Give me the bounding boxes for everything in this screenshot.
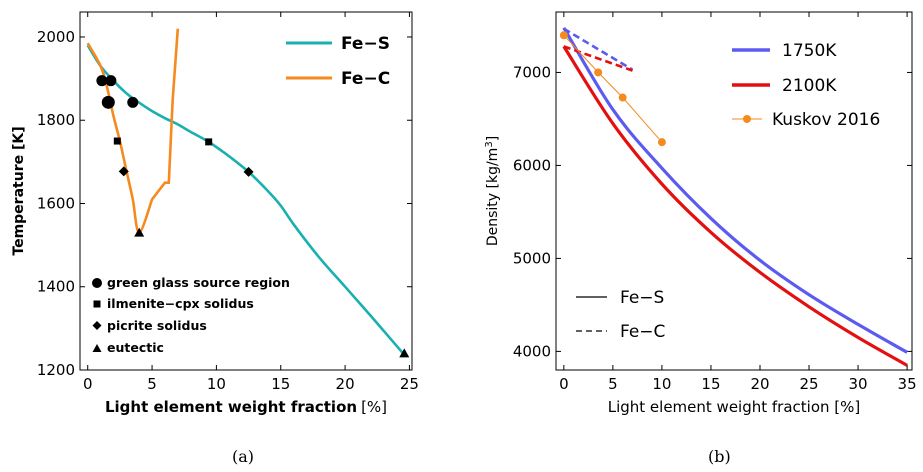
style-legend-b: Fe−S Fe−C	[576, 288, 665, 342]
x-tick-label-b: 30	[849, 375, 868, 393]
marker-picrite	[243, 166, 254, 177]
style-legend-label-fec: Fe−C	[620, 322, 665, 342]
legend-a-label-fes: Fe−S	[341, 34, 390, 54]
marker-kuskov-2016	[618, 93, 627, 102]
y-axis-label-b-main: Density [kg/m	[485, 148, 501, 247]
series-line-kuskov-2016	[563, 34, 663, 143]
legend-b-marker-kuskov	[743, 115, 751, 123]
plot-frame-a	[79, 11, 413, 371]
legend-a-label-fec: Fe−C	[341, 69, 390, 89]
legend-label-eutectic: eutectic	[107, 340, 164, 355]
legend-triangle-marker	[92, 344, 102, 352]
series-line-2100k-fe-c	[563, 45, 633, 72]
x-tick-label-a: 15	[271, 375, 290, 393]
series-line-1750k-fe-c	[563, 27, 634, 71]
series-line-1750k-fe-s	[562, 26, 908, 354]
marker-kuskov-2016	[657, 138, 666, 147]
series-lines-b	[559, 26, 908, 367]
panel-a: 0 5 10 15 20 25 1200 1400 1600 1800 2000 Light ele…	[11, 11, 419, 416]
y-tick-label-b: 5000	[513, 249, 551, 267]
x-tick-label-a: 25	[400, 375, 419, 393]
marker-ilmenite	[113, 137, 121, 145]
y-tick-label-a: 1200	[37, 361, 75, 379]
y-axis-label-b: Density [kg/m3]	[484, 136, 501, 246]
y-tick-label-b: 4000	[513, 342, 551, 360]
y-axis-label-b-sup: 3	[484, 141, 495, 147]
x-tick-label-b: 0	[559, 375, 569, 393]
style-legend-label-fes: Fe−S	[620, 288, 664, 308]
ticks-a: 0 5 10 15 20 25 1200 1400 1600 1800 2000	[37, 12, 419, 393]
legend-b: 1750K 2100K Kuskov 2016	[732, 41, 880, 130]
y-axis-label-a: Temperature [K]	[11, 126, 27, 255]
y-tick-label-b: 7000	[513, 63, 551, 81]
x-tick-label-b: 20	[750, 375, 769, 393]
marker-ilmenite	[205, 138, 213, 146]
x-tick-label-b: 25	[799, 375, 818, 393]
y-axis-label-b-end: ]	[485, 136, 501, 141]
caption-b: (b)	[708, 447, 731, 466]
legend-a: Fe−S Fe−C	[286, 34, 390, 89]
marker-eutectic	[399, 348, 410, 358]
marker-green-glass	[127, 96, 139, 108]
marker-kuskov-2016	[594, 68, 603, 77]
y-tick-label-a: 1800	[37, 111, 75, 129]
x-tick-label-a: 5	[147, 375, 157, 393]
x-tick-label-a: 10	[207, 375, 226, 393]
ticks-b: 0 5 10 15 20 25 30 35 4000 5000 6000 7000	[513, 12, 917, 393]
legend-b-label-kuskov: Kuskov 2016	[772, 110, 880, 130]
legend-label-ilmenite: ilmenite−cpx solidus	[107, 296, 254, 311]
legend-b-label-1750k: 1750K	[782, 41, 837, 61]
x-axis-label-a-unit: [%]	[361, 398, 387, 416]
x-axis-label-b: Light element weight fraction [%]	[608, 398, 861, 416]
legend-b-label-2100k: 2100K	[782, 76, 837, 96]
legend-diamond-marker	[92, 321, 102, 330]
legend-circle-marker	[92, 278, 102, 288]
series-line-fe-c	[86, 28, 180, 234]
panel-b: 0 5 10 15 20 25 30 35 4000 5000 6000 7000 Light ele…	[484, 11, 917, 416]
marker-kuskov-2016	[559, 31, 568, 40]
marker-green-glass	[105, 75, 117, 87]
legend-square-marker	[93, 300, 101, 308]
legend-label-green-glass: green glass source region	[107, 275, 290, 290]
x-axis-label-a: Light element weight fraction [%]	[105, 398, 387, 416]
marker-legend-a: green glass source region ilmenite−cpx s…	[92, 275, 290, 355]
y-tick-label-b: 6000	[513, 156, 551, 174]
legend-label-picrite: picrite solidus	[107, 318, 207, 333]
x-tick-label-b: 15	[701, 375, 720, 393]
x-tick-label-a: 0	[83, 375, 93, 393]
y-tick-label-a: 2000	[37, 28, 75, 46]
y-tick-label-a: 1400	[37, 278, 75, 296]
plot-frame-b	[555, 11, 913, 371]
marker-green-glass	[96, 75, 108, 87]
x-tick-label-b: 10	[652, 375, 671, 393]
marker-picrite	[118, 166, 129, 177]
y-tick-label-a: 1600	[37, 194, 75, 212]
marker-green-glass	[101, 95, 115, 109]
x-axis-label-a-main: Light element weight fraction	[105, 398, 357, 416]
x-tick-label-b: 5	[608, 375, 618, 393]
markers-a	[96, 75, 410, 358]
caption-a: (a)	[232, 447, 255, 466]
x-tick-label-b: 35	[898, 375, 917, 393]
x-tick-label-a: 20	[336, 375, 355, 393]
series-line-2100k-fe-s	[562, 45, 908, 367]
marker-eutectic	[134, 227, 145, 237]
